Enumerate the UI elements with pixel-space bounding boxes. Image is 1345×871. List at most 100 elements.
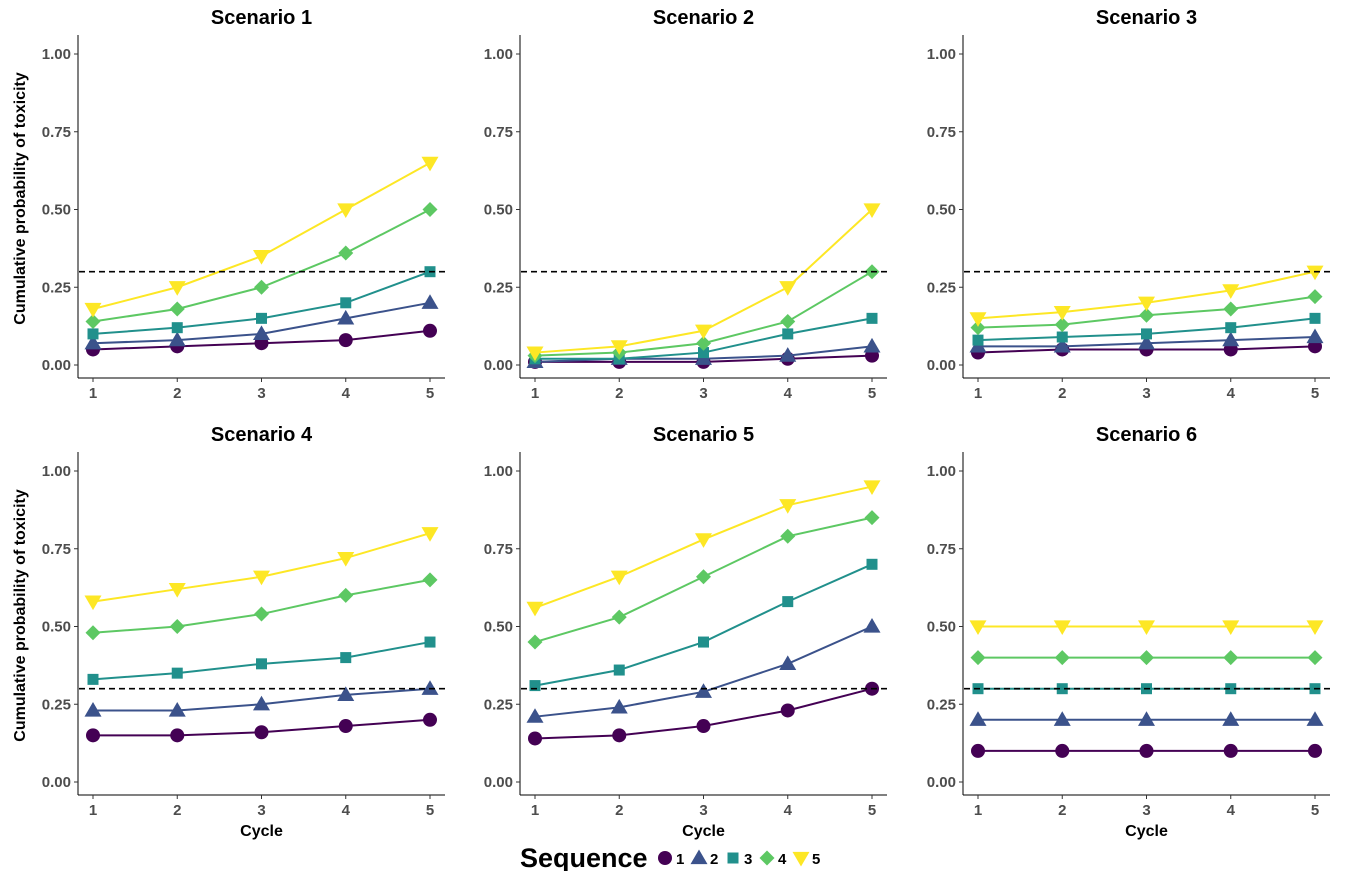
series-5-point [84,595,102,611]
series-2-point [168,701,186,717]
series-4-point [527,634,543,650]
series-5-point [779,499,797,514]
y-tick-label: 0.00 [42,774,71,791]
legend-label: 3 [744,851,752,868]
series-4-point [338,245,354,261]
legend-title: Sequence [520,843,648,871]
series-5-point [695,324,712,340]
panel-title: Scenario 2 [653,7,754,29]
series-2-point [84,334,102,350]
series-3-point [866,312,878,324]
series-5-point [610,340,628,355]
series-4-point [254,606,269,622]
series-1-point [423,323,437,338]
series-3-point [1056,683,1068,695]
series-2-point [969,711,987,726]
series-4-point [1139,307,1154,323]
series-4-point [696,335,711,351]
series-1-point [612,728,627,743]
legend-label: 2 [710,851,718,868]
series-2-point [1306,328,1324,344]
series-2-point [1053,337,1071,353]
y-tick-label: 1.00 [927,463,956,480]
series-2-point [168,331,186,347]
series-2-point [779,655,797,670]
series-3-point [171,667,183,679]
series-5-point [779,281,797,296]
y-tick-label: 0.00 [484,774,513,791]
series-2-point [337,309,355,325]
series-5-point [1306,265,1324,281]
series-1-point [780,703,795,718]
legend-key-3 [727,852,739,864]
series-3-point [613,664,625,676]
panel-title: Scenario 1 [211,7,312,29]
series-4-point [970,320,986,336]
series-3-point [1141,328,1152,340]
series-3-point [424,636,436,648]
y-tick-label: 0.25 [484,279,513,296]
series-5-point [168,583,186,598]
series-4-point [422,202,438,217]
x-tick-label: 2 [615,385,623,402]
y-tick-label: 0.50 [484,202,513,219]
series-5-line [92,532,431,603]
y-tick-label: 0.25 [927,279,956,296]
y-tick-label: 0.75 [484,124,513,141]
series-2-point [526,708,544,723]
series-5-point [337,551,355,567]
series-1-point [423,712,437,727]
y-tick-label: 0.50 [484,619,513,636]
series-4-point [85,313,101,329]
series-2-point [1138,334,1155,350]
series-2-point [1222,331,1240,347]
series-2-point [863,618,881,633]
series-4-point [254,279,269,295]
x-tick-label: 5 [426,385,434,402]
y-tick-label: 0.00 [927,774,956,791]
series-3-point [1309,312,1321,324]
x-tick-label: 4 [342,802,351,819]
series-5-point [863,480,881,496]
x-tick-label: 5 [868,802,876,819]
series-4-point [1139,650,1154,666]
series-5-point [253,250,270,265]
series-5-point [969,620,987,635]
series-3-point [340,297,352,309]
series-4-point [1054,650,1070,666]
panel-title: Scenario 3 [1096,7,1197,29]
series-4-point [696,569,711,585]
series-5-point [695,533,712,548]
series-4-point [780,528,796,544]
x-tick-label: 2 [173,385,181,402]
legend-key-4 [759,850,775,866]
x-tick-label: 5 [426,802,434,819]
y-tick-label: 0.50 [927,202,956,219]
series-3-point [698,636,709,648]
legend: Sequence 1 2 3 4 5 [520,843,820,871]
series-5-point [1222,620,1240,635]
series-4-point [85,625,101,641]
series-5-point [253,570,270,586]
y-tick-label: 0.75 [42,541,71,558]
series-2-point [1053,711,1071,726]
panel-scenario-5: Scenario 5 0.00 0.25 0.50 0.75 1.00 1 2 3 4 5 Cycle [484,424,888,840]
series-1-point [1139,743,1154,758]
x-axis-title: Cycle [1125,823,1168,840]
series-2-point [779,347,797,362]
series-1-point [696,719,711,734]
series-3-point [972,334,984,346]
series-3-point [87,673,99,685]
series-3-point [1225,683,1237,695]
series-4-point [169,619,185,634]
series-5-point [1222,284,1240,299]
series-3-point [171,322,183,334]
panel-title: Scenario 5 [653,424,754,446]
series-3-point [256,658,267,670]
y-tick-label: 1.00 [484,46,513,63]
series-4-point [864,510,880,526]
series-1-point [971,743,985,758]
series-2-point [84,701,102,717]
series-3-point [87,328,99,340]
legend-label: 5 [812,851,820,868]
